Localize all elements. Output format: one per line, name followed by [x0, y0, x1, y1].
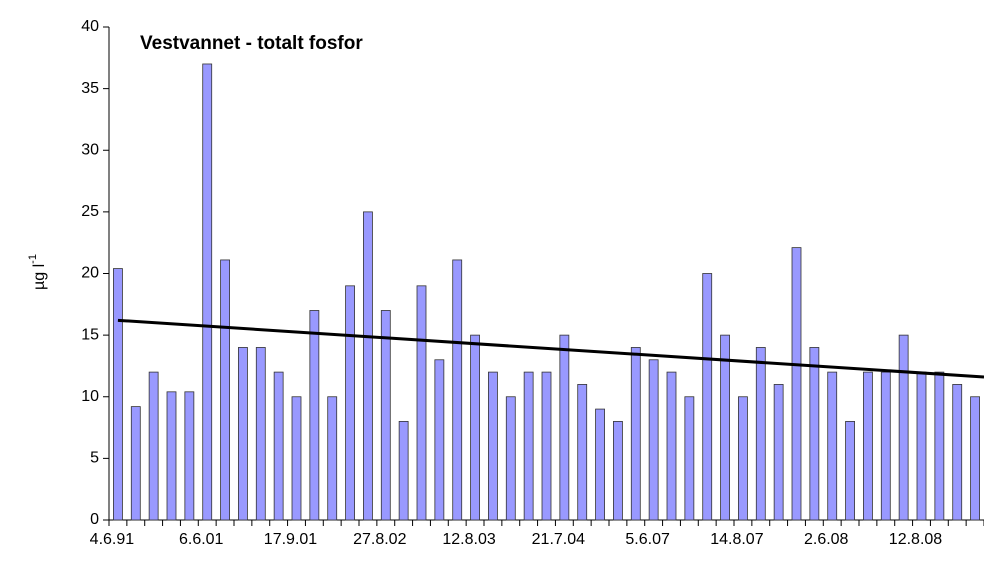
bar [755, 347, 766, 521]
x-tick-label: 14.8.07 [710, 531, 763, 548]
bar [666, 371, 677, 521]
bar [630, 347, 641, 521]
bar [916, 371, 927, 521]
y-tick-label: 40 [81, 18, 99, 35]
bar [773, 384, 784, 521]
bar [684, 396, 695, 521]
bar [595, 408, 605, 521]
bar [273, 371, 284, 521]
x-tick-label: 6.6.01 [179, 531, 224, 548]
bar [184, 391, 195, 521]
x-tick-label: 27.8.02 [353, 531, 406, 548]
bar [880, 371, 891, 521]
bar [416, 285, 427, 521]
bar [470, 334, 480, 521]
chart-title: Vestvannet - totalt fosfor [140, 33, 363, 54]
trend-line [117, 318, 984, 379]
bar [166, 391, 177, 521]
bar [970, 396, 980, 521]
bar [148, 371, 159, 521]
bar [291, 396, 302, 521]
bar [827, 371, 838, 521]
y-label-base: µg l [31, 264, 48, 290]
y-tick-label: 35 [81, 80, 99, 97]
bar [863, 371, 873, 521]
bar [541, 371, 552, 521]
y-tick-label: 10 [81, 388, 99, 405]
y-tick-label: 0 [90, 511, 99, 528]
bar [809, 347, 820, 521]
y-label-sup: -1 [27, 254, 39, 264]
x-tick-label: 17.9.01 [264, 531, 317, 548]
bar [738, 396, 748, 521]
y-tick-label: 25 [81, 203, 99, 220]
y-tick-label: 30 [81, 141, 99, 158]
bar [327, 396, 338, 521]
bar [648, 359, 659, 521]
bar [380, 310, 391, 521]
x-tick-label: 12.8.03 [442, 531, 495, 548]
bar [523, 371, 534, 521]
bar [434, 359, 445, 521]
bar [398, 420, 409, 521]
x-tick-label: 2.6.08 [804, 531, 849, 548]
bar [613, 420, 623, 521]
x-tick-label: 5.6.07 [625, 531, 670, 548]
bar [238, 347, 248, 521]
bar [559, 334, 570, 521]
bar [363, 211, 373, 521]
bar [113, 268, 123, 521]
bar [309, 310, 320, 521]
bar [130, 406, 141, 521]
bar [898, 334, 909, 521]
x-tick-label: 21.7.04 [532, 531, 585, 548]
bar [952, 384, 963, 521]
bar [345, 285, 355, 521]
bar [934, 371, 945, 521]
y-axis-label: µg l-1 [27, 254, 48, 290]
x-tick-label: 4.6.91 [90, 531, 135, 548]
bar [702, 273, 713, 521]
bar [791, 247, 802, 521]
bar [505, 396, 516, 521]
bar [845, 420, 855, 521]
y-tick-label: 5 [90, 450, 99, 467]
y-tick-label: 20 [81, 265, 99, 282]
x-tick-label: 12.8.08 [889, 531, 942, 548]
bar [452, 259, 463, 521]
y-tick-label: 15 [81, 326, 99, 343]
bar [220, 259, 230, 521]
bar [202, 63, 213, 521]
bar [255, 347, 266, 521]
bar [720, 334, 730, 521]
bar [577, 384, 588, 521]
bar [488, 371, 498, 521]
